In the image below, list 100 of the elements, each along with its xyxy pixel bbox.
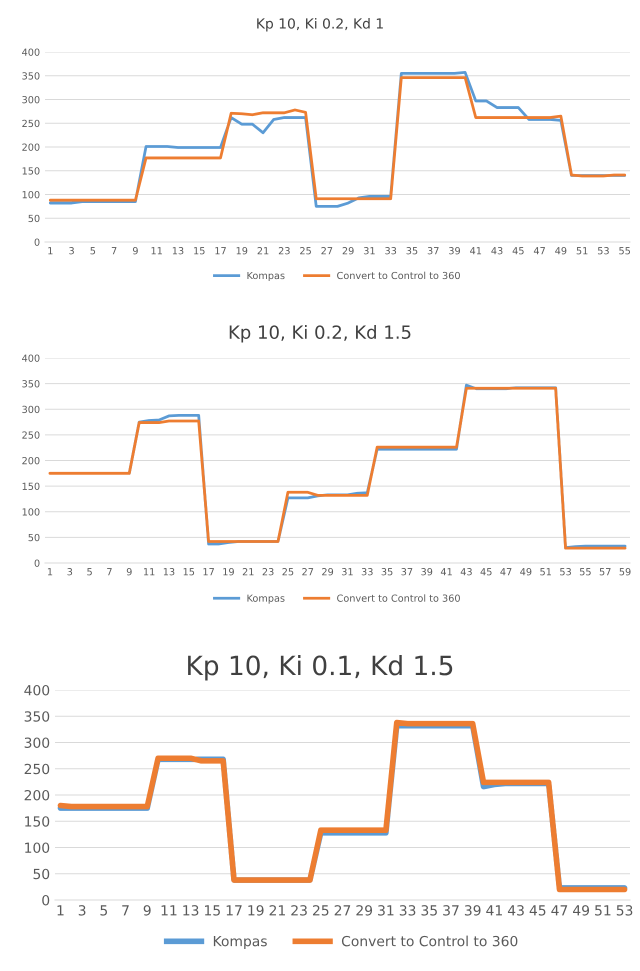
y-tick-label: 0 (42, 894, 50, 906)
x-tick-label: 55 (580, 568, 591, 576)
x-tick-label: 33 (400, 905, 416, 916)
x-tick-label: 31 (378, 905, 394, 916)
x-tick-label: 17 (203, 568, 214, 576)
x-tick-label: 51 (540, 568, 552, 576)
y-tick-label: 0 (34, 559, 40, 567)
x-tick-label: 19 (236, 247, 248, 254)
y-tick-label: 50 (28, 534, 40, 542)
y-tick-label: 0 (34, 238, 40, 246)
x-tick-label: 13 (172, 247, 184, 254)
x-tick-label: 1 (48, 568, 52, 576)
x-tick-label: 57 (600, 568, 611, 576)
x-tick-label: 43 (460, 568, 472, 576)
x-tick-label: 43 (508, 905, 524, 916)
x-tick-label: 7 (122, 905, 129, 916)
x-tick-label: 9 (132, 247, 138, 254)
x-tick-label: 25 (312, 905, 328, 916)
x-tick-label: 39 (464, 905, 481, 916)
x-tick-label: 15 (184, 568, 194, 576)
x-tick-label: 23 (262, 568, 274, 576)
x-tick-label: 15 (194, 247, 205, 254)
x-tick-label: 31 (364, 247, 375, 254)
x-tick-label: 33 (362, 568, 373, 576)
x-tick-label: 45 (530, 905, 546, 916)
x-tick-label: 15 (205, 905, 220, 916)
x-tick-label: 55 (619, 247, 630, 254)
y-tick-label: 400 (22, 48, 40, 56)
x-tick-label: 53 (560, 568, 571, 576)
x-tick-label: 41 (486, 905, 502, 916)
x-tick-label: 13 (164, 568, 174, 576)
x-tick-label: 33 (385, 247, 396, 254)
chart-title: Kp 10, Ki 0.2, Kd 1 (257, 18, 383, 32)
x-tick-label: 27 (321, 247, 332, 254)
x-tick-label: 37 (401, 568, 412, 576)
x-tick-label: 45 (512, 247, 524, 254)
x-tick-label: 39 (421, 568, 432, 576)
y-tick-label: 250 (24, 764, 50, 774)
x-tick-label: 5 (87, 568, 92, 576)
x-tick-label: 51 (595, 905, 610, 916)
x-tick-label: 39 (449, 247, 460, 254)
x-tick-label: 53 (598, 247, 609, 254)
legend-label: Convert to Control to 360 (337, 272, 460, 280)
x-tick-label: 7 (107, 568, 112, 576)
x-tick-label: 21 (270, 905, 285, 916)
y-tick-label: 150 (22, 482, 40, 490)
y-tick-label: 50 (28, 214, 40, 222)
x-tick-label: 53 (616, 905, 632, 916)
y-tick-label: 150 (22, 167, 40, 175)
y-tick-label: 400 (22, 354, 40, 362)
x-tick-label: 11 (152, 247, 162, 254)
x-tick-label: 5 (90, 247, 96, 254)
x-tick-label: 17 (226, 905, 242, 916)
y-tick-label: 200 (24, 790, 50, 800)
x-tick-label: 41 (440, 568, 452, 576)
x-tick-label: 59 (620, 568, 631, 576)
y-tick-label: 250 (22, 120, 40, 128)
y-tick-label: 400 (24, 684, 50, 696)
x-tick-label: 9 (126, 568, 132, 576)
chart-title: Kp 10, Ki 0.1, Kd 1.5 (188, 655, 452, 681)
legend-label: Convert to Control to 360 (342, 936, 518, 946)
x-tick-label: 37 (428, 247, 439, 254)
x-tick-label: 43 (491, 247, 502, 254)
x-tick-label: 23 (291, 905, 307, 916)
y-tick-label: 350 (24, 711, 50, 722)
y-tick-label: 100 (22, 190, 40, 198)
legend-label: Kompas (214, 936, 267, 950)
x-tick-label: 25 (282, 568, 294, 576)
x-tick-label: 47 (500, 568, 512, 576)
legend-label: Kompas (247, 594, 285, 604)
y-tick-label: 150 (25, 816, 50, 827)
x-tick-label: 3 (78, 905, 86, 916)
x-tick-label: 49 (573, 905, 590, 916)
x-tick-label: 27 (302, 568, 314, 576)
chart-title: Kp 10, Ki 0.2, Kd 1.5 (230, 325, 410, 342)
x-tick-label: 3 (69, 247, 74, 254)
x-tick-label: 41 (470, 247, 482, 254)
x-tick-label: 1 (48, 247, 53, 254)
x-tick-label: 23 (278, 247, 290, 254)
y-tick-label: 100 (25, 842, 50, 853)
x-tick-label: 7 (112, 247, 116, 254)
line-series (48, 386, 626, 550)
y-tick-label: 100 (22, 508, 40, 516)
x-tick-label: 49 (555, 247, 566, 254)
y-tick-label: 300 (24, 737, 50, 748)
x-tick-label: 29 (356, 905, 372, 916)
legend-label: Kompas (247, 272, 285, 282)
x-tick-label: 45 (480, 568, 492, 576)
y-tick-label: 300 (22, 96, 40, 104)
x-tick-label: 29 (322, 568, 334, 576)
x-tick-label: 5 (100, 905, 108, 916)
x-tick-label: 49 (520, 568, 532, 576)
x-tick-label: 3 (67, 568, 72, 576)
x-tick-label: 9 (144, 905, 151, 916)
x-tick-label: 31 (342, 568, 353, 576)
y-tick-label: 250 (22, 431, 40, 439)
x-tick-label: 17 (215, 247, 226, 254)
x-tick-label: 11 (144, 568, 154, 576)
x-tick-label: 21 (258, 247, 268, 254)
x-tick-label: 11 (162, 905, 176, 916)
